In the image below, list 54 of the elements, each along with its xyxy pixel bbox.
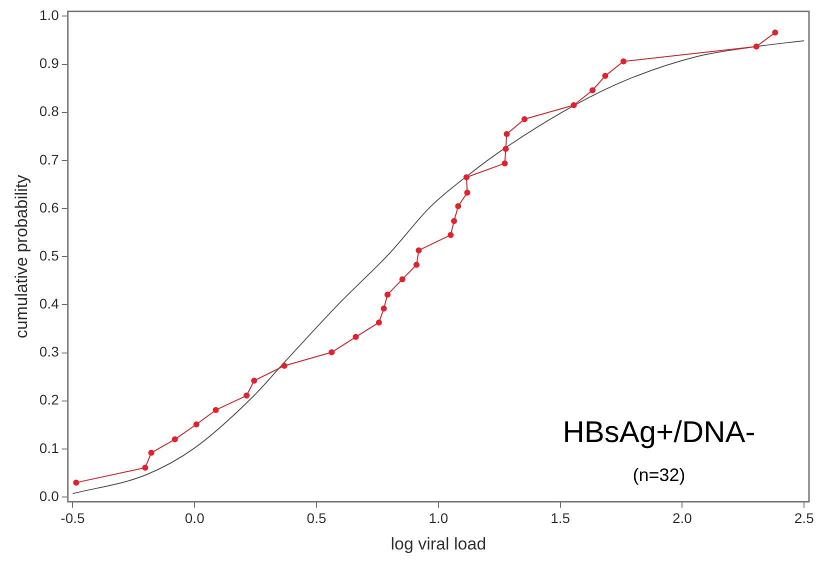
point xyxy=(193,421,200,428)
y-tick-label: 0.1 xyxy=(39,440,60,456)
point xyxy=(352,334,359,340)
point xyxy=(570,102,577,108)
y-tick-label: 0.6 xyxy=(39,199,60,216)
point xyxy=(504,131,510,137)
point xyxy=(142,464,148,471)
x-tick-label: 0.5 xyxy=(306,510,326,526)
y-tick-label: 0.9 xyxy=(39,55,60,72)
x-tick-label: 2.5 xyxy=(794,510,814,526)
point xyxy=(448,232,454,238)
x-tick-label: 1.0 xyxy=(428,510,448,526)
point xyxy=(602,72,608,79)
point xyxy=(212,406,219,413)
point xyxy=(463,174,470,180)
annotation: HBsAg+/DNA- xyxy=(562,416,756,450)
point xyxy=(590,87,596,94)
point xyxy=(380,306,387,312)
x-tick-label: 2.0 xyxy=(672,510,692,526)
point xyxy=(148,450,154,456)
point xyxy=(399,276,406,282)
y-tick-label: 0.5 xyxy=(39,247,60,264)
point xyxy=(416,247,422,254)
annotation: (n=32) xyxy=(632,464,686,485)
point xyxy=(244,392,250,399)
y-tick-label: 0.2 xyxy=(39,392,60,408)
point xyxy=(620,58,626,64)
y-tick-label: 0.7 xyxy=(39,151,60,168)
point xyxy=(384,292,390,298)
y-tick-label: 0.4 xyxy=(39,296,60,312)
point xyxy=(451,218,458,224)
point xyxy=(328,349,335,356)
point xyxy=(455,203,462,210)
point xyxy=(464,190,470,196)
point xyxy=(772,30,778,36)
point xyxy=(73,480,80,486)
x-tick-label: 1.5 xyxy=(550,510,570,526)
point xyxy=(376,319,382,326)
x-axis-title: log viral load xyxy=(390,534,486,554)
x-tick-label: -0.5 xyxy=(60,510,86,526)
y-tick-label: 0.0 xyxy=(39,488,60,504)
point xyxy=(753,44,760,50)
point xyxy=(502,160,508,166)
point xyxy=(281,362,288,369)
y-tick-label: 1.0 xyxy=(39,7,60,24)
x-tick-label: 0.0 xyxy=(184,510,205,526)
point xyxy=(172,436,178,442)
point xyxy=(521,116,528,122)
y-tick-label: 0.3 xyxy=(39,344,60,360)
y-tick-label: 0.8 xyxy=(39,103,60,120)
point xyxy=(413,262,420,268)
point xyxy=(251,378,258,384)
point xyxy=(502,146,509,152)
y-axis-title: cumulative probability xyxy=(12,174,31,338)
